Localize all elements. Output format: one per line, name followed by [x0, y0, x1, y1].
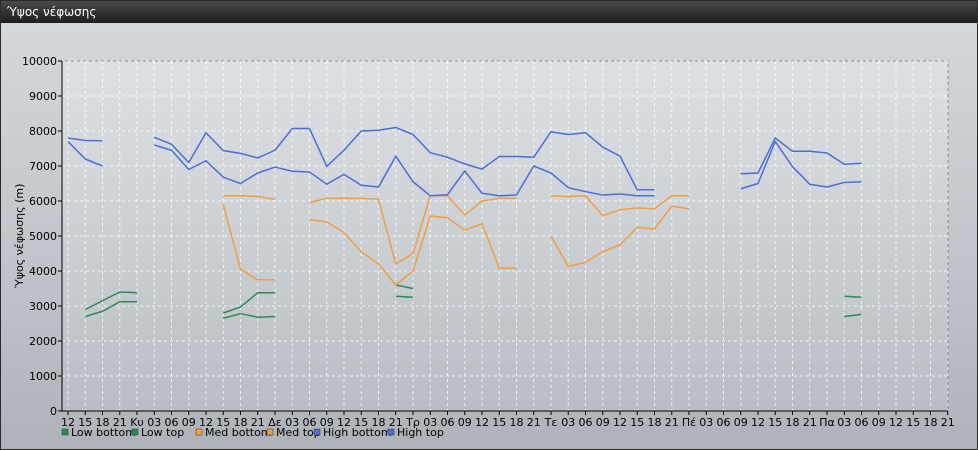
x-tick-label: 21: [527, 416, 541, 429]
x-tick-label: 21: [251, 416, 265, 429]
x-tick-label: 03: [699, 416, 713, 429]
x-tick-label: 18: [234, 416, 248, 429]
y-axis-label: Ύψος νέφωσης (m): [13, 184, 26, 290]
legend-swatch: [387, 428, 395, 436]
series-low-top: [84, 284, 862, 314]
y-tick-label: 7000: [29, 160, 57, 173]
x-tick-label: 09: [182, 416, 196, 429]
series-line: [223, 195, 689, 265]
legend-label: High top: [397, 426, 444, 439]
x-tick-label: 09: [734, 416, 748, 429]
x-tick-label: 18: [96, 416, 110, 429]
x-tick-label: 06: [717, 416, 731, 429]
x-tick-label: 12: [61, 416, 75, 429]
x-tick-label: 21: [389, 416, 403, 429]
x-tick-label: 12: [751, 416, 765, 429]
y-tick-label: 3000: [29, 300, 57, 313]
series-lines: [67, 126, 862, 319]
gridlines: [62, 60, 949, 411]
x-tick-label: 06: [855, 416, 869, 429]
cloud-height-chart: 0 1000 2000 3000 4000 5000 6000 7000 8000 9000 100…: [13, 55, 955, 439]
legend-label: Low top: [141, 426, 184, 439]
x-tick-label: 03: [423, 416, 437, 429]
x-tick-label: 03: [561, 416, 575, 429]
x-tick-label: 21: [941, 416, 955, 429]
legend-swatch: [131, 428, 139, 436]
x-tick-label: Πα: [819, 416, 835, 429]
window-titlebar: Ύψος νέφωσης: [1, 1, 977, 23]
series-line: [222, 204, 690, 286]
x-tick-label: 06: [165, 416, 179, 429]
y-tick-label: 6000: [29, 195, 57, 208]
y-tick-label: 10000: [22, 55, 57, 68]
y-tick-label: 2000: [29, 335, 57, 348]
y-tick-label: 0: [50, 405, 57, 418]
legend-swatch: [266, 428, 274, 436]
series-low-bottom: [85, 295, 862, 319]
series-line: [67, 126, 862, 191]
y-axis-ticks: 0 1000 2000 3000 4000 5000 6000 7000 8000 9000 100…: [22, 55, 62, 418]
y-tick-label: 9000: [29, 90, 57, 103]
x-tick-label: 21: [803, 416, 817, 429]
x-tick-label: Πέ: [682, 416, 696, 429]
x-tick-label: Τε: [544, 416, 558, 429]
series-line: [85, 295, 862, 319]
x-axis-ticks: 12 15 18 21 Κυ 03 06 09 12 15 18 21 Δε 03 06 09 12 15 18 21…: [61, 411, 955, 429]
x-tick-label: 18: [372, 416, 386, 429]
x-tick-label: Δε: [268, 416, 282, 429]
legend-swatch: [313, 428, 321, 436]
legend-label: High bottom: [323, 426, 392, 439]
x-tick-label: 06: [441, 416, 455, 429]
series-med-top: [223, 195, 689, 265]
x-tick-label: 12: [199, 416, 213, 429]
window-title: Ύψος νέφωσης: [7, 5, 97, 19]
x-tick-label: 21: [665, 416, 679, 429]
y-tick-label: 1000: [29, 370, 57, 383]
legend-label: Low bottom: [71, 426, 136, 439]
x-tick-label: 15: [354, 416, 368, 429]
series-high-bottom: [67, 140, 862, 197]
x-tick-label: 03: [147, 416, 161, 429]
series-line: [84, 284, 862, 314]
x-tick-label: 15: [630, 416, 644, 429]
x-tick-label: 12: [337, 416, 351, 429]
x-tick-label: 15: [78, 416, 92, 429]
x-tick-label: 12: [475, 416, 489, 429]
x-tick-label: 03: [285, 416, 299, 429]
series-line: [67, 140, 862, 197]
x-tick-label: 06: [579, 416, 593, 429]
x-tick-label: 09: [872, 416, 886, 429]
x-tick-label: 09: [458, 416, 472, 429]
legend-label: Med top: [276, 426, 321, 439]
x-tick-label: 09: [596, 416, 610, 429]
x-tick-label: 18: [648, 416, 662, 429]
x-tick-label: 12: [889, 416, 903, 429]
x-tick-label: 18: [786, 416, 800, 429]
x-tick-label: 12: [613, 416, 627, 429]
legend: Low bottom Low top Med bottom Med top High b…: [61, 426, 444, 439]
x-tick-label: 18: [924, 416, 938, 429]
y-tick-label: 4000: [29, 265, 57, 278]
x-tick-label: 15: [906, 416, 920, 429]
x-tick-label: 06: [303, 416, 317, 429]
x-tick-label: 09: [320, 416, 334, 429]
x-tick-label: Τρ: [405, 416, 420, 429]
y-tick-label: 8000: [29, 125, 57, 138]
x-tick-label: 15: [492, 416, 506, 429]
series-high-top: [67, 126, 862, 191]
x-tick-label: 15: [216, 416, 230, 429]
x-tick-label: 18: [510, 416, 524, 429]
legend-swatch: [61, 428, 69, 436]
x-tick-label: 15: [768, 416, 782, 429]
x-tick-label: 03: [837, 416, 851, 429]
series-med-bottom: [222, 204, 690, 286]
legend-swatch: [195, 428, 203, 436]
x-tick-label: Κυ: [130, 416, 144, 429]
x-tick-label: 21: [113, 416, 127, 429]
y-tick-label: 5000: [29, 230, 57, 243]
legend-label: Med bottom: [205, 426, 272, 439]
